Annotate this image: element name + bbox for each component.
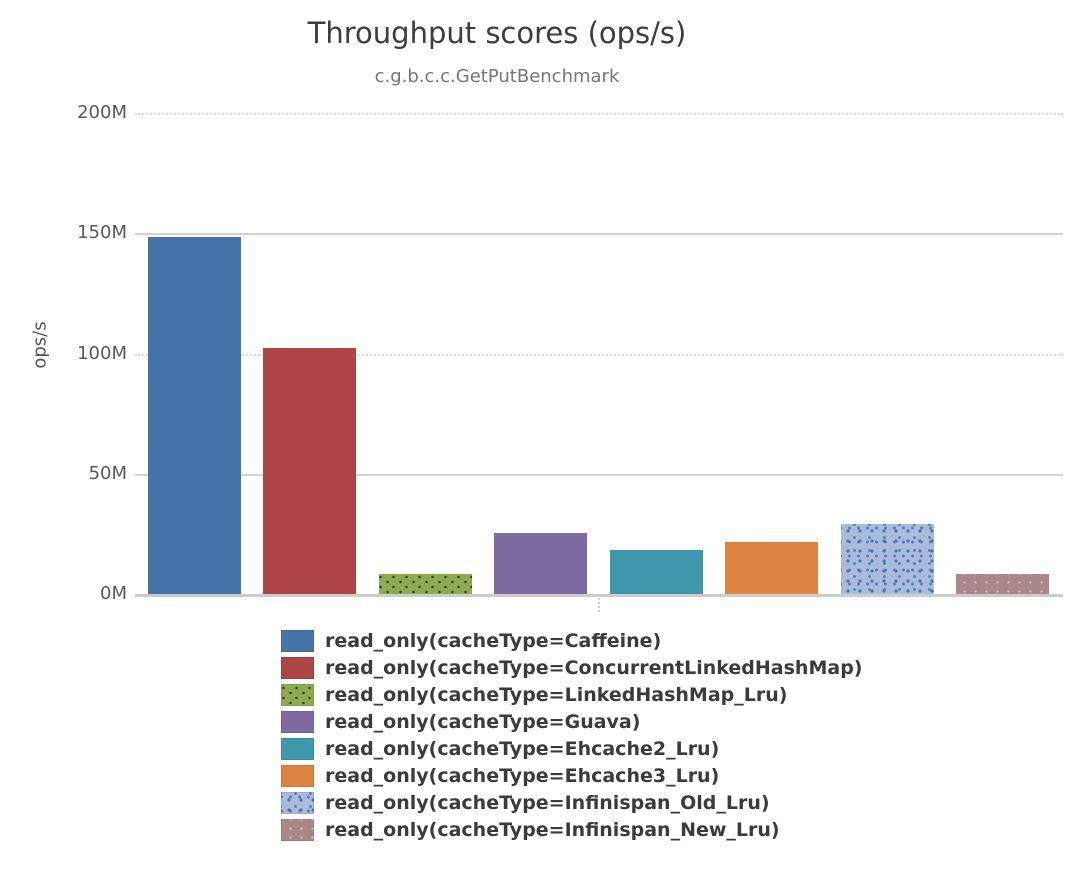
x-axis-tick <box>598 594 600 612</box>
legend-swatch-icon <box>281 738 314 760</box>
legend-swatch-icon <box>281 684 314 706</box>
y-tick-label: 200M <box>77 102 127 123</box>
bar-series-2 <box>378 573 472 594</box>
legend-label: read_only(cacheType=Infinispan_New_Lru) <box>325 819 780 841</box>
bar-series-1 <box>263 348 357 594</box>
legend-label: read_only(cacheType=LinkedHashMap_Lru) <box>325 684 788 706</box>
plot-area <box>135 113 1063 612</box>
legend-label: read_only(cacheType=Infinispan_Old_Lru) <box>325 792 770 814</box>
bar-series-7 <box>956 573 1049 594</box>
legend-label: read_only(cacheType=Ehcache3_Lru) <box>325 765 720 787</box>
legend-swatch-icon <box>281 819 314 841</box>
bar-series-5 <box>725 541 819 594</box>
bar-series-6 <box>840 523 934 594</box>
legend-swatch-icon <box>281 765 314 787</box>
bar-series-4 <box>609 549 703 594</box>
y-tick-label: 50M <box>88 462 127 484</box>
gridline-200M <box>135 113 1063 115</box>
bar-series-3 <box>494 532 588 594</box>
gridline-150M <box>135 233 1063 236</box>
legend-label: read_only(cacheType=ConcurrentLinkedHash… <box>325 657 863 679</box>
legend-swatch-icon <box>281 657 314 679</box>
y-tick-label: 100M <box>77 342 127 364</box>
legend-swatch-icon <box>281 711 314 733</box>
gridline-50M <box>135 473 1063 476</box>
legend-label: read_only(cacheType=Caffeine) <box>325 630 662 652</box>
legend-label: read_only(cacheType=Guava) <box>325 711 641 733</box>
chart-title: Throughput scores (ops/s) <box>307 16 687 50</box>
y-tick-label: 0M <box>100 583 127 604</box>
chart-subtitle: c.g.b.c.c.GetPutBenchmark <box>374 66 620 87</box>
y-tick-label: 150M <box>77 222 127 244</box>
legend-label: read_only(cacheType=Ehcache2_Lru) <box>325 738 720 760</box>
bar-series-0 <box>148 237 241 594</box>
gridline-100M <box>135 353 1063 356</box>
legend-swatch-icon <box>281 792 314 814</box>
legend-swatch-icon <box>281 630 314 652</box>
